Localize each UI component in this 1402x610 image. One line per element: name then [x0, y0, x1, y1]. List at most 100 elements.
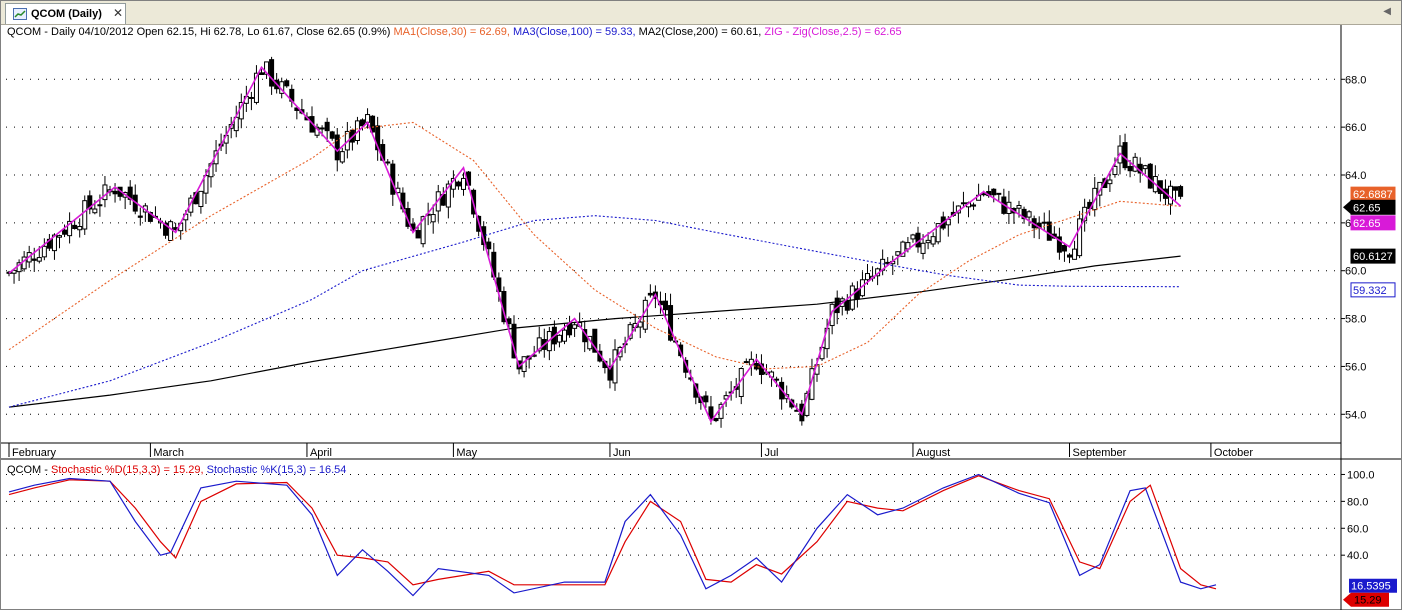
chart-tab[interactable]: QCOM (Daily) ✕: [5, 3, 126, 24]
candle-body: [996, 192, 1002, 195]
candle-body: [334, 134, 340, 161]
candle-body: [758, 363, 764, 375]
stoch-k-badge: [1349, 578, 1397, 593]
candle-body: [647, 292, 653, 296]
candle-body: [663, 300, 668, 311]
candle-body: [562, 329, 567, 342]
ma1-line: [8, 121, 1181, 370]
candle-body: [1067, 254, 1072, 258]
price-tick-label: 68.0: [1345, 74, 1366, 86]
candle-body: [430, 214, 436, 223]
month-label: Jun: [613, 447, 631, 459]
candle-body: [1178, 186, 1184, 197]
zig-value-badge-label: 62.65: [1353, 218, 1381, 230]
candle-body: [57, 235, 62, 238]
candle-body: [1026, 211, 1032, 218]
candle-body: [1112, 165, 1118, 176]
candle-body: [11, 269, 17, 274]
price-tick-label: 58.0: [1345, 314, 1366, 326]
stoch-tick-label: 40.0: [1347, 550, 1368, 562]
candle-body: [97, 204, 103, 207]
stoch-prefix: QCOM -: [7, 464, 48, 476]
candle-body: [127, 186, 133, 200]
candle-body: [329, 131, 335, 139]
candle-body: [445, 183, 451, 208]
zig-readout: ZIG - Zig(Close,2.5) = 62.65: [764, 26, 902, 38]
candle-body: [264, 61, 270, 75]
zig-value-badge: [1350, 215, 1396, 231]
candle-body: [41, 245, 47, 258]
candle-body: [981, 193, 987, 196]
scroll-left-icon[interactable]: ◀: [1383, 6, 1391, 17]
candle-body: [1127, 165, 1133, 172]
chart-canvas[interactable]: 54.056.058.060.062.064.066.068.0February…: [1, 25, 1401, 610]
month-label: April: [310, 447, 332, 459]
ma2-value-badge-label: 60.6127: [1353, 251, 1393, 263]
month-label: August: [916, 447, 950, 459]
stoch-tick-label: 100.0: [1347, 469, 1375, 481]
candle-body: [92, 208, 98, 214]
price-legend: QCOM - Daily 04/10/2012 Open 62.15, Hi 6…: [7, 26, 902, 38]
ma2-line: [8, 255, 1181, 408]
candle-body: [259, 72, 264, 75]
candle-body: [935, 223, 941, 243]
price-tick-label: 56.0: [1345, 361, 1366, 373]
candle-body: [284, 80, 290, 87]
candle-body: [1056, 236, 1062, 253]
candle-body: [930, 236, 936, 245]
tab-label: QCOM (Daily): [31, 8, 102, 20]
ohlc-readout: QCOM - Daily 04/10/2012 Open 62.15, Hi 6…: [7, 26, 391, 38]
candle-body: [163, 222, 169, 236]
candle-body: [370, 115, 376, 133]
stoch-k-line: [8, 473, 1217, 597]
candle-body: [683, 359, 689, 373]
candle-body: [844, 300, 850, 311]
ma3-line: [8, 215, 1181, 408]
candle-body: [1173, 186, 1179, 191]
candle-body: [1061, 244, 1067, 252]
stoch-d-arrow: [1343, 592, 1351, 607]
candle-body: [87, 195, 93, 210]
candle-body: [960, 202, 966, 205]
price-tick-label: 66.0: [1345, 122, 1366, 134]
candle-body: [865, 273, 870, 281]
candle-body: [415, 230, 421, 239]
candle-body: [612, 349, 618, 384]
ma3-readout: MA3(Close,100) = 59.33,: [513, 26, 636, 38]
candle-body: [339, 151, 345, 163]
candle-body: [82, 200, 88, 230]
candle-body: [556, 334, 562, 343]
price-tick-label: 64.0: [1345, 170, 1366, 182]
candle-body: [360, 119, 365, 127]
candle-body: [1122, 142, 1128, 169]
candle-body: [31, 258, 37, 261]
stoch-d-badge-label: 15.29: [1354, 595, 1382, 607]
candle-body: [849, 285, 855, 310]
candle-body: [1147, 163, 1153, 189]
candle-body: [809, 368, 815, 400]
candle-body: [592, 328, 598, 353]
candle-body: [991, 188, 997, 196]
candle-body: [198, 190, 204, 208]
candle-body: [1041, 221, 1047, 224]
candle-body: [461, 177, 466, 190]
ma3-value-badge: [1350, 282, 1396, 298]
candle-body: [62, 229, 68, 235]
ma3-value-badge-label: 59.332: [1353, 285, 1387, 297]
stoch-k-readout: Stochastic %K(15,3) = 16.54: [206, 464, 347, 476]
candle-body: [920, 242, 926, 254]
price-tick-label: 54.0: [1345, 409, 1366, 421]
candle-body: [67, 220, 73, 237]
zigzag-line: [8, 65, 1182, 424]
chart-icon: [13, 8, 27, 20]
candle-body: [572, 324, 578, 329]
month-label: September: [1073, 447, 1127, 459]
ma2-value-badge: [1350, 248, 1396, 264]
candle-body: [1046, 221, 1052, 241]
candle-body: [405, 208, 411, 227]
candle-body: [269, 59, 275, 87]
close-icon[interactable]: ✕: [113, 6, 124, 20]
stoch-d-badge: [1351, 592, 1389, 607]
candle-body: [248, 96, 254, 99]
stoch-legend: QCOM - Stochastic %D(15,3,3) = 15.29, St…: [7, 464, 346, 476]
